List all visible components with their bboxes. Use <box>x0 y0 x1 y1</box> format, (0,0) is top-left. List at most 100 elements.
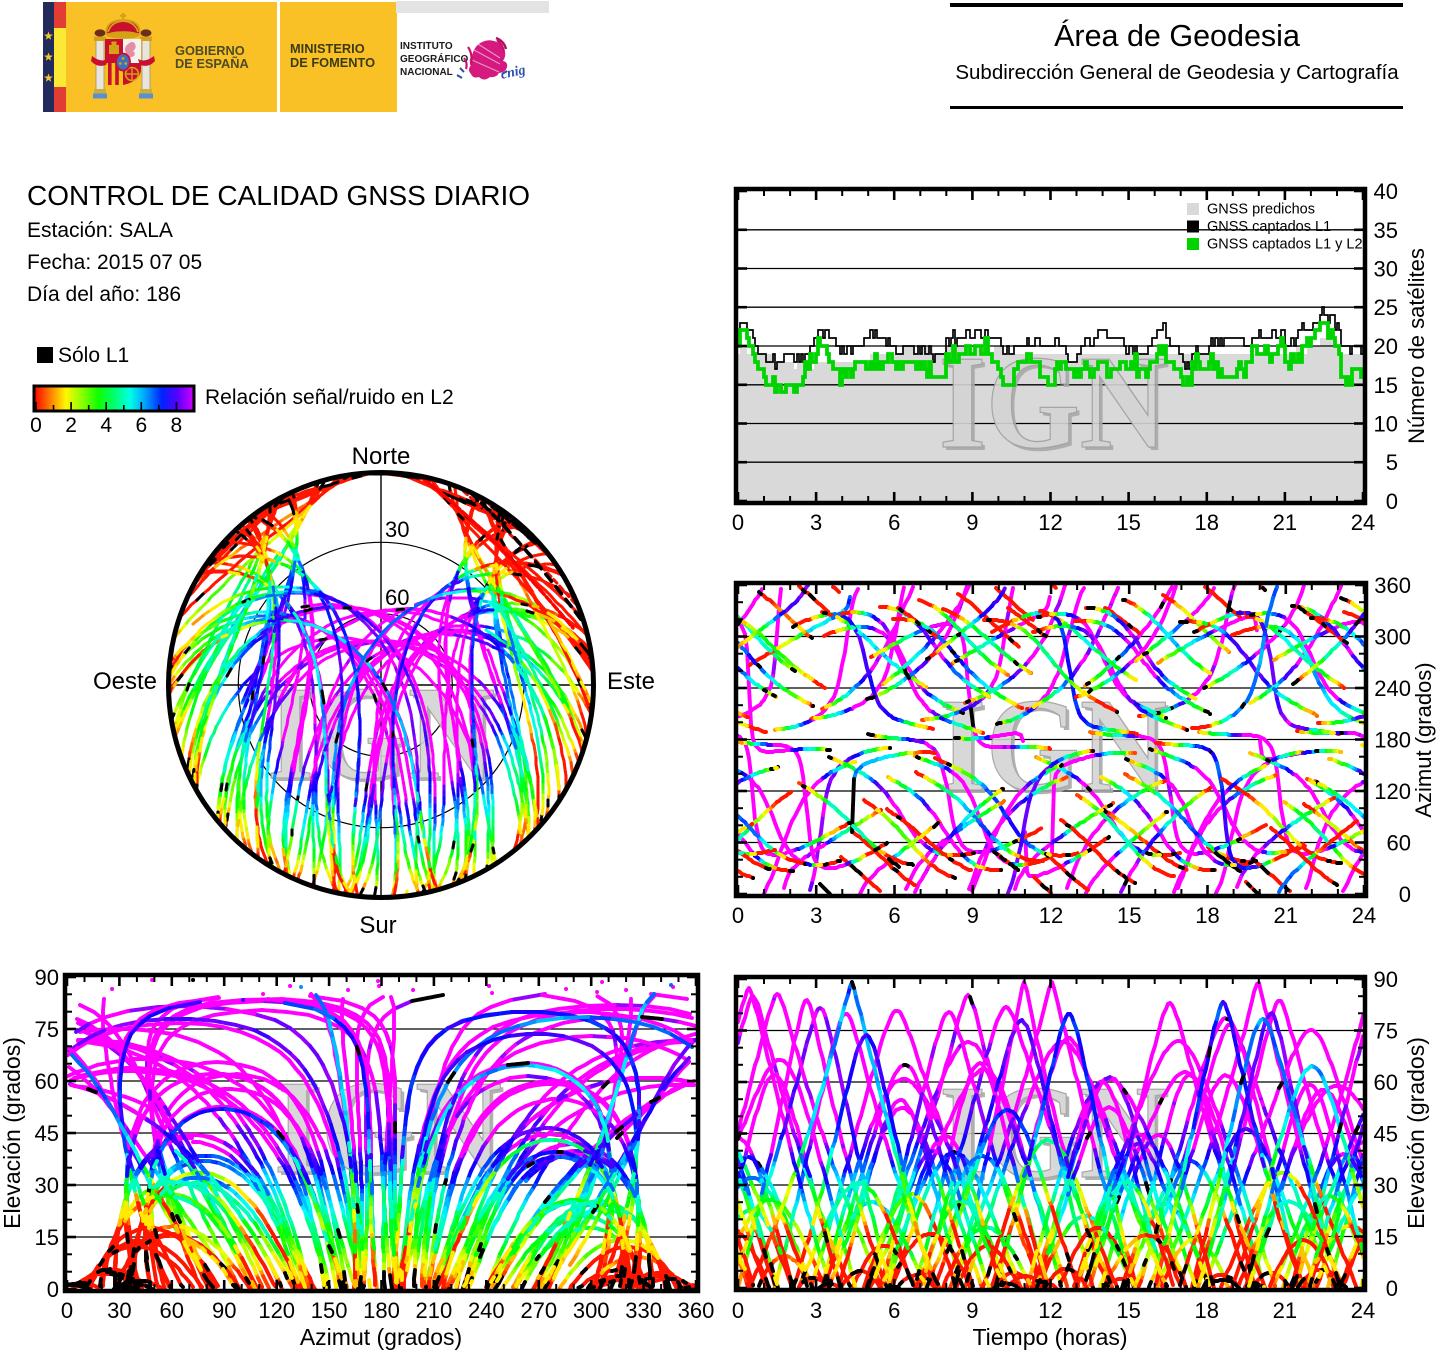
svg-text:Relación señal/ruido en L2: Relación señal/ruido en L2 <box>205 386 454 409</box>
svg-text:Sur: Sur <box>359 912 396 939</box>
svg-text:GNSS captados L1: GNSS captados L1 <box>1207 219 1331 235</box>
svg-text:18: 18 <box>1195 903 1219 928</box>
svg-text:60: 60 <box>385 585 409 610</box>
svg-text:DE FOMENTO: DE FOMENTO <box>290 55 375 70</box>
svg-text:GEOGRÁFICO: GEOGRÁFICO <box>400 52 469 65</box>
svg-text:5: 5 <box>1386 450 1398 475</box>
svg-text:15: 15 <box>35 1225 59 1250</box>
svg-text:Este: Este <box>607 668 655 695</box>
svg-text:Elevación (grados): Elevación (grados) <box>1403 1037 1429 1229</box>
svg-text:6: 6 <box>888 903 900 928</box>
svg-text:18: 18 <box>1195 1298 1219 1323</box>
svg-text:6: 6 <box>888 1298 900 1323</box>
svg-text:90: 90 <box>1374 967 1398 992</box>
svg-text:15: 15 <box>1116 510 1140 535</box>
svg-text:cnig: cnig <box>499 63 526 83</box>
svg-text:0: 0 <box>732 903 744 928</box>
svg-text:45: 45 <box>1374 1122 1398 1147</box>
svg-text:GOBIERNO: GOBIERNO <box>175 43 245 58</box>
svg-text:75: 75 <box>1374 1019 1398 1044</box>
svg-text:MINISTERIO: MINISTERIO <box>290 41 365 56</box>
svg-text:Oeste: Oeste <box>93 668 157 695</box>
svg-text:GNSS predichos: GNSS predichos <box>1207 202 1315 218</box>
svg-text:8: 8 <box>171 414 183 437</box>
svg-text:21: 21 <box>1273 510 1297 535</box>
svg-text:Área de Geodesia: Área de Geodesia <box>1054 18 1300 53</box>
svg-text:60: 60 <box>1374 1070 1398 1095</box>
svg-text:0: 0 <box>732 510 744 535</box>
svg-text:0: 0 <box>30 414 42 437</box>
svg-text:60: 60 <box>160 1298 184 1323</box>
svg-text:30: 30 <box>1374 257 1398 282</box>
svg-text:75: 75 <box>35 1017 59 1042</box>
svg-text:DE ESPAÑA: DE ESPAÑA <box>175 56 249 71</box>
svg-text:15: 15 <box>1374 373 1398 398</box>
svg-text:9: 9 <box>966 510 978 535</box>
svg-text:30: 30 <box>35 1173 59 1198</box>
svg-text:30: 30 <box>107 1298 131 1323</box>
svg-text:Día del año: 186: Día del año: 186 <box>27 283 181 306</box>
svg-text:150: 150 <box>311 1298 348 1323</box>
svg-text:300: 300 <box>573 1298 610 1323</box>
svg-text:24: 24 <box>1351 1298 1375 1323</box>
svg-text:3: 3 <box>810 903 822 928</box>
svg-text:18: 18 <box>1195 510 1219 535</box>
svg-text:240: 240 <box>1374 676 1411 701</box>
svg-text:0: 0 <box>732 1298 744 1323</box>
svg-text:45: 45 <box>35 1121 59 1146</box>
svg-text:6: 6 <box>135 414 147 437</box>
svg-text:90: 90 <box>35 965 59 990</box>
svg-text:0: 0 <box>61 1298 73 1323</box>
svg-text:9: 9 <box>966 1298 978 1323</box>
svg-text:Azimut (grados): Azimut (grados) <box>300 1324 462 1350</box>
svg-text:9: 9 <box>967 903 979 928</box>
svg-text:3: 3 <box>810 510 822 535</box>
svg-text:Sólo L1: Sólo L1 <box>58 344 129 367</box>
svg-text:Tiempo (horas): Tiempo (horas) <box>972 1324 1127 1350</box>
svg-text:360: 360 <box>1374 573 1411 598</box>
svg-text:35: 35 <box>1374 218 1398 243</box>
svg-text:INSTITUTO: INSTITUTO <box>400 41 453 52</box>
svg-text:12: 12 <box>1039 903 1063 928</box>
svg-text:120: 120 <box>258 1298 295 1323</box>
svg-text:30: 30 <box>1374 1173 1398 1198</box>
svg-text:21: 21 <box>1273 1298 1297 1323</box>
svg-text:270: 270 <box>520 1298 557 1323</box>
svg-text:90: 90 <box>212 1298 236 1323</box>
svg-text:300: 300 <box>1374 625 1411 650</box>
svg-text:6: 6 <box>888 510 900 535</box>
svg-text:Azimut (grados): Azimut (grados) <box>1411 662 1436 817</box>
svg-text:NACIONAL: NACIONAL <box>400 67 453 78</box>
svg-text:120: 120 <box>1374 779 1411 804</box>
svg-text:Número de satélites: Número de satélites <box>1404 248 1429 444</box>
svg-text:240: 240 <box>468 1298 505 1323</box>
svg-text:Estación: SALA: Estación: SALA <box>27 219 173 242</box>
svg-text:180: 180 <box>363 1298 400 1323</box>
svg-text:15: 15 <box>1116 1298 1140 1323</box>
svg-text:330: 330 <box>625 1298 662 1323</box>
svg-text:Subdirección General de Geodes: Subdirección General de Geodesia y Carto… <box>955 61 1399 84</box>
svg-text:360: 360 <box>678 1298 715 1323</box>
svg-text:10: 10 <box>1374 412 1398 437</box>
svg-text:0: 0 <box>1386 1276 1398 1301</box>
svg-text:30: 30 <box>385 517 409 542</box>
svg-text:Fecha: 2015 07 05: Fecha: 2015 07 05 <box>27 251 202 274</box>
svg-text:25: 25 <box>1374 295 1398 320</box>
svg-text:40: 40 <box>1374 179 1398 204</box>
svg-text:0: 0 <box>1386 489 1398 514</box>
svg-text:12: 12 <box>1038 1298 1062 1323</box>
svg-text:Elevación (grados): Elevación (grados) <box>0 1037 25 1229</box>
svg-text:3: 3 <box>810 1298 822 1323</box>
svg-text:4: 4 <box>100 414 112 437</box>
svg-text:210: 210 <box>416 1298 453 1323</box>
svg-text:15: 15 <box>1117 903 1141 928</box>
svg-text:21: 21 <box>1274 903 1298 928</box>
svg-text:0: 0 <box>1399 882 1411 907</box>
svg-text:60: 60 <box>1387 831 1411 856</box>
svg-text:24: 24 <box>1352 903 1376 928</box>
svg-text:180: 180 <box>1374 728 1411 753</box>
svg-text:2: 2 <box>65 414 77 437</box>
svg-text:24: 24 <box>1351 510 1375 535</box>
svg-text:20: 20 <box>1374 334 1398 359</box>
svg-text:CONTROL DE CALIDAD GNSS DIARIO: CONTROL DE CALIDAD GNSS DIARIO <box>27 180 530 211</box>
